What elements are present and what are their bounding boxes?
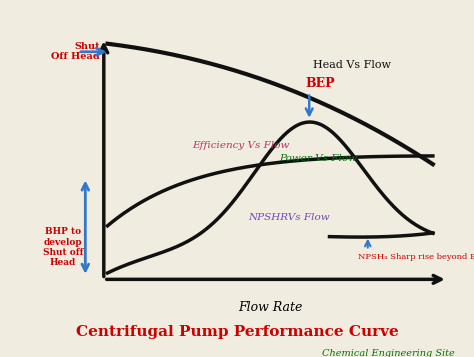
Text: Shut
Off Head: Shut Off Head <box>51 42 100 61</box>
Text: NPSHRVs Flow: NPSHRVs Flow <box>248 213 329 222</box>
Text: Chemical Engineering Site: Chemical Engineering Site <box>322 349 455 357</box>
Text: Head Vs Flow: Head Vs Flow <box>312 60 391 70</box>
Text: Centrifugal Pump Performance Curve: Centrifugal Pump Performance Curve <box>76 325 398 339</box>
Text: BHP to
develop
Shut off
Head: BHP to develop Shut off Head <box>43 227 83 267</box>
Text: NPSHₐ Sharp rise beyond BEP: NPSHₐ Sharp rise beyond BEP <box>358 253 474 261</box>
Text: BEP: BEP <box>306 77 335 90</box>
Text: Power Vs Flow: Power Vs Flow <box>279 154 357 164</box>
Text: Efficiency Vs Flow: Efficiency Vs Flow <box>192 141 289 150</box>
Text: Flow Rate: Flow Rate <box>238 301 302 314</box>
